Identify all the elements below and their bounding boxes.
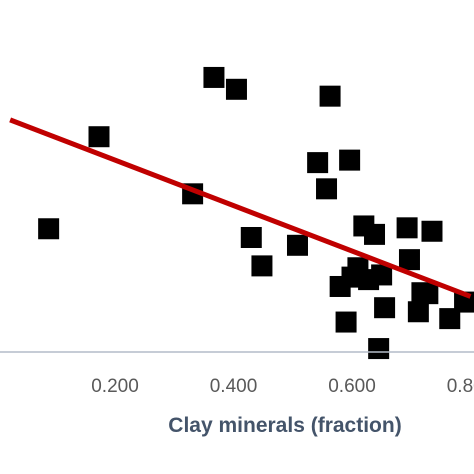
x-tick-labels: 0.200 0.400 0.600 0.800 xyxy=(91,376,474,397)
data-point xyxy=(286,234,308,256)
data-point xyxy=(398,249,420,271)
data-point xyxy=(203,66,225,88)
x-tick-label: 0.400 xyxy=(210,376,258,397)
trendline xyxy=(9,117,472,299)
data-point xyxy=(339,149,361,171)
data-point xyxy=(335,311,357,333)
x-tick-label: 0.600 xyxy=(328,376,376,397)
data-point xyxy=(421,220,443,242)
data-point xyxy=(371,264,393,286)
data-point xyxy=(417,283,439,305)
data-point xyxy=(88,126,110,148)
data-point xyxy=(38,218,60,240)
data-point xyxy=(368,338,390,360)
data-point xyxy=(307,152,329,174)
data-point xyxy=(364,223,386,245)
data-point xyxy=(374,297,396,319)
data-point xyxy=(396,217,418,239)
x-axis-title: Clay minerals (fraction) xyxy=(168,414,401,437)
data-point xyxy=(316,178,338,200)
data-point xyxy=(439,308,461,330)
x-tick-label: 0.200 xyxy=(91,376,139,397)
data-point xyxy=(240,226,262,248)
plot-points xyxy=(38,66,474,360)
data-point xyxy=(225,78,247,100)
data-point xyxy=(319,85,341,107)
data-point xyxy=(407,301,429,323)
data-point xyxy=(251,255,273,277)
x-tick-label: 0.800 xyxy=(447,376,474,397)
